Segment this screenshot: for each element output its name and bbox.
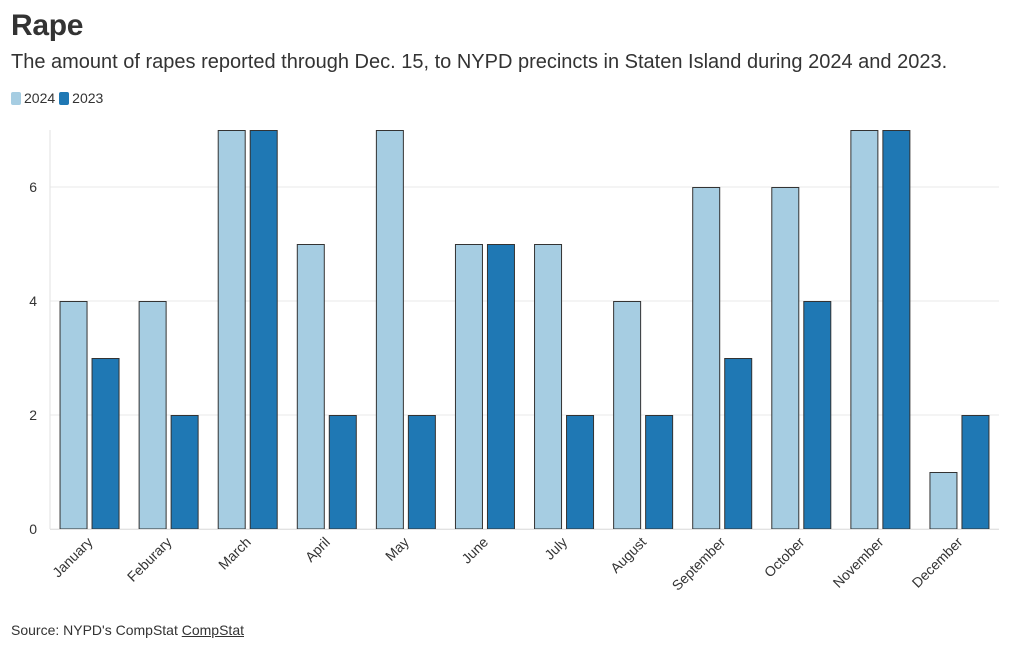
chart-title: Rape [11, 9, 84, 42]
source-note: Source: NYPD's CompStat CompStat [11, 622, 244, 638]
bar-2023-december [961, 415, 990, 530]
legend-label-2023: 2023 [72, 90, 104, 106]
legend-label-2024: 2024 [24, 90, 56, 106]
bar-2023-august [645, 415, 674, 530]
x-tick-label-march: March [215, 534, 254, 573]
legend-swatch-2023 [59, 91, 70, 105]
bar-2024-july [534, 244, 563, 530]
bar-2023-july [566, 415, 595, 530]
bar-2023-march [249, 130, 278, 530]
x-tick-label-august: August [607, 534, 649, 576]
bar-2023-october [803, 301, 832, 530]
legend: 2024 2023 [11, 90, 107, 106]
bar-2024-december [929, 472, 958, 530]
bar-2024-june [454, 244, 483, 530]
bar-2024-october [771, 187, 800, 530]
x-tick-label-january: January [49, 534, 96, 581]
x-tick-label-december: December [909, 534, 966, 591]
x-tick-label-may: May [382, 534, 412, 564]
x-tick-label-feburary: Feburary [124, 534, 175, 585]
bar-2023-may [407, 415, 436, 530]
y-tick-label-2: 2 [29, 407, 37, 423]
bar-2023-june [486, 244, 515, 530]
y-tick-label-6: 6 [29, 179, 37, 195]
bar-2024-april [296, 244, 325, 530]
bar-2024-september [692, 187, 721, 530]
bar-2024-august [613, 301, 642, 530]
bar-2023-september [724, 358, 753, 530]
x-tick-label-july: July [541, 534, 570, 563]
bar-2024-november [850, 130, 879, 530]
x-tick-label-september: September [669, 534, 729, 594]
bar-2024-may [375, 130, 404, 530]
x-tick-label-june: June [458, 534, 491, 567]
x-tick-label-april: April [302, 534, 333, 565]
bar-2024-march [217, 130, 246, 530]
bar-2024-feburary [138, 301, 167, 530]
y-tick-label-4: 4 [29, 293, 37, 309]
x-tick-label-october: October [761, 534, 808, 581]
source-prefix: Source: NYPD's CompStat [11, 622, 178, 638]
bar-2023-april [328, 415, 357, 530]
bar-2024-january [59, 301, 88, 530]
source-link[interactable]: CompStat [181, 622, 244, 638]
legend-swatch-2024 [11, 91, 21, 105]
x-tick-label-november: November [830, 534, 887, 591]
legend-item-2024[interactable]: 2024 [11, 90, 55, 106]
y-tick-label-0: 0 [29, 521, 37, 537]
chart-subtitle: The amount of rapes reported through Dec… [11, 51, 948, 73]
legend-item-2023[interactable]: 2023 [59, 90, 103, 106]
bar-2023-november [882, 130, 911, 530]
bar-2023-feburary [170, 415, 199, 530]
bar-2023-january [91, 358, 120, 530]
